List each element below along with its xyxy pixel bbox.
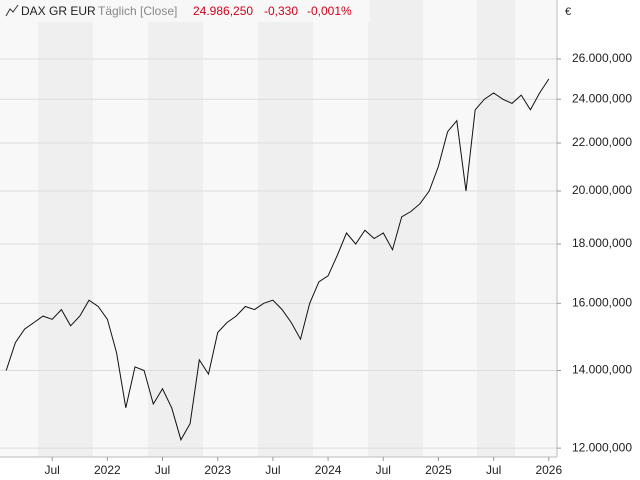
x-tick-label: Jul — [486, 463, 501, 477]
x-tick-label: Jul — [155, 463, 170, 477]
plot — [5, 78, 550, 442]
band — [477, 0, 515, 457]
y-tick-label: 20.000,000 — [572, 183, 632, 197]
y-tick-label: 18.000,000 — [572, 236, 632, 250]
y-tick-label: 14.000,000 — [572, 363, 632, 377]
x-tick-label: 2023 — [204, 463, 231, 477]
x-tick-label: 2026 — [535, 463, 562, 477]
x-tick-label: Jul — [45, 463, 60, 477]
change: -0,330 — [264, 4, 298, 18]
band — [258, 0, 313, 457]
currency-label: € — [565, 6, 571, 18]
y-tick-label: 22.000,000 — [572, 135, 632, 149]
price-line — [5, 78, 550, 442]
y-tick-label: 26.000,000 — [572, 51, 632, 65]
change-percent: -0,001% — [307, 4, 352, 18]
x-tick-label: Jul — [265, 463, 280, 477]
band — [368, 0, 423, 457]
y-tick-label: 16.000,000 — [572, 295, 632, 309]
chart-subtitle: Täglich [Close] — [98, 4, 177, 18]
period-bands — [38, 0, 515, 457]
x-tick-label: Jul — [376, 463, 391, 477]
y-tick-label: 12.000,000 — [572, 440, 632, 454]
band — [38, 0, 93, 457]
x-tick-label: 2025 — [425, 463, 452, 477]
y-tick-label: 24.000,000 — [572, 91, 632, 105]
chart-icon — [5, 4, 19, 17]
x-tick-label: 2024 — [315, 463, 342, 477]
chart-title: DAX GR EUR — [21, 4, 96, 18]
band — [148, 0, 203, 457]
header-bg — [0, 0, 370, 22]
x-tick-label: 2022 — [94, 463, 121, 477]
last-value: 24.986,250 — [193, 4, 253, 18]
